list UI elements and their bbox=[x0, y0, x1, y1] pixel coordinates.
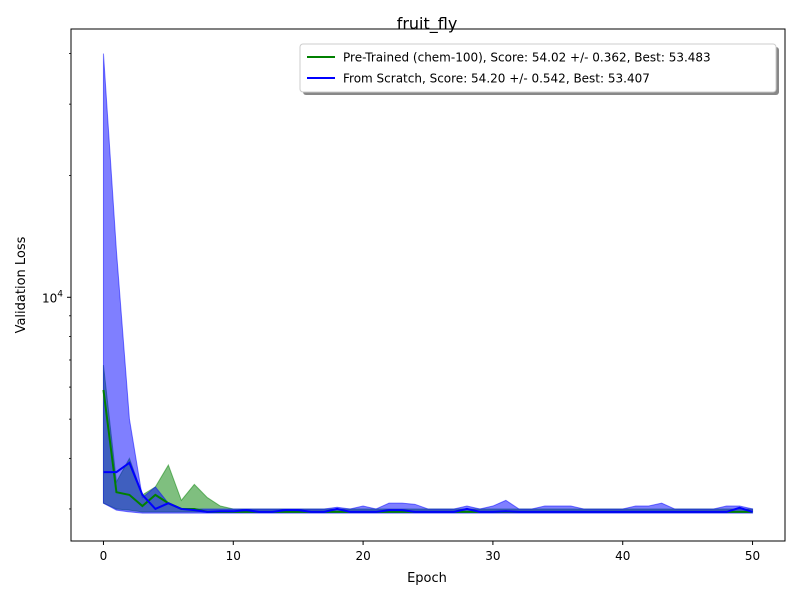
chart-title: fruit_fly bbox=[397, 14, 458, 34]
x-axis: 0 10 20 30 40 50 bbox=[100, 541, 760, 563]
legend: Pre-Trained (chem-100), Score: 54.02 +/-… bbox=[299, 43, 779, 95]
legend-label-0: Pre-Trained (chem-100), Score: 54.02 +/-… bbox=[343, 51, 711, 65]
x-tick-label: 40 bbox=[615, 549, 630, 563]
legend-box bbox=[299, 43, 777, 93]
x-tick-label: 50 bbox=[745, 549, 760, 563]
legend-label-1: From Scratch, Score: 54.20 +/- 0.542, Be… bbox=[343, 72, 650, 86]
x-tick-label: 10 bbox=[226, 549, 241, 563]
axes-frame bbox=[70, 28, 786, 542]
x-tick-label: 30 bbox=[485, 549, 500, 563]
series-1-band bbox=[102, 53, 754, 514]
y-axis-label: Validation Loss bbox=[14, 236, 29, 333]
x-axis-label: Epoch bbox=[407, 571, 447, 586]
series-1-line bbox=[103, 461, 753, 513]
x-tick-label: 0 bbox=[100, 549, 108, 563]
plot-area bbox=[102, 53, 754, 514]
y-tick-label: 104 bbox=[42, 289, 63, 305]
x-tick-label: 20 bbox=[355, 549, 370, 563]
